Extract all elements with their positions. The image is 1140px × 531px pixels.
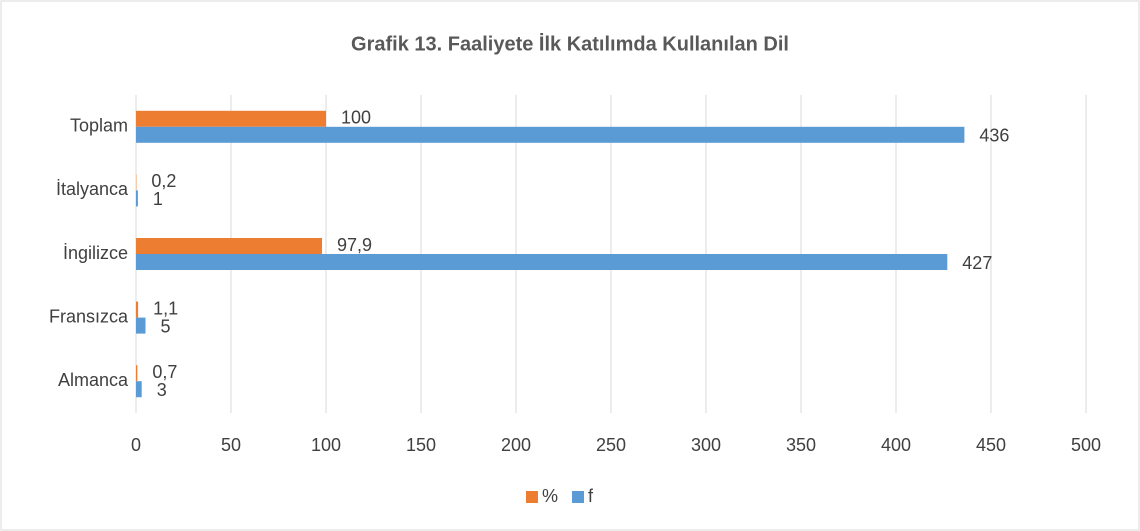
- x-tick-label: 100: [311, 435, 341, 455]
- x-tick-label: 0: [131, 435, 141, 455]
- x-tick-label: 400: [881, 435, 911, 455]
- x-tick-label: 250: [596, 435, 626, 455]
- bar: [136, 365, 138, 382]
- bar: [136, 110, 326, 127]
- legend-swatch: [526, 491, 538, 503]
- data-label: 5: [161, 316, 171, 336]
- y-tick-label: Toplam: [70, 116, 128, 136]
- bar: [136, 301, 139, 318]
- y-tick-label: İngilizce: [63, 243, 128, 263]
- bar: [136, 381, 142, 398]
- x-tick-label: 200: [501, 435, 531, 455]
- x-tick-label: 450: [976, 435, 1006, 455]
- bar: [136, 317, 146, 334]
- y-tick-label: İtalyanca: [56, 179, 129, 199]
- bar: [136, 190, 138, 207]
- data-label: 0,7: [152, 362, 177, 382]
- chart-title: Grafik 13. Faaliyete İlk Katılımda Kulla…: [351, 32, 789, 55]
- data-label: 97,9: [337, 235, 372, 255]
- x-tick-label: 50: [221, 435, 241, 455]
- x-tick-label: 300: [691, 435, 721, 455]
- bar: [136, 238, 323, 254]
- x-tick-label: 150: [406, 435, 436, 455]
- x-tick-label: 500: [1071, 435, 1101, 455]
- data-label: 436: [979, 126, 1009, 146]
- data-label: 427: [962, 253, 992, 273]
- data-label: 0,2: [151, 171, 176, 191]
- bar: [136, 126, 965, 143]
- legend-swatch: [572, 491, 585, 503]
- data-label: 1,1: [153, 298, 178, 318]
- bar: [136, 254, 948, 270]
- legend-label: %: [542, 486, 558, 506]
- data-label: 100: [341, 108, 371, 128]
- y-tick-label: Almanca: [58, 370, 129, 390]
- legend-label: f: [588, 486, 594, 506]
- data-label: 3: [157, 380, 167, 400]
- data-label: 1: [153, 189, 163, 209]
- x-tick-label: 350: [786, 435, 816, 455]
- y-tick-label: Fransızca: [49, 306, 129, 326]
